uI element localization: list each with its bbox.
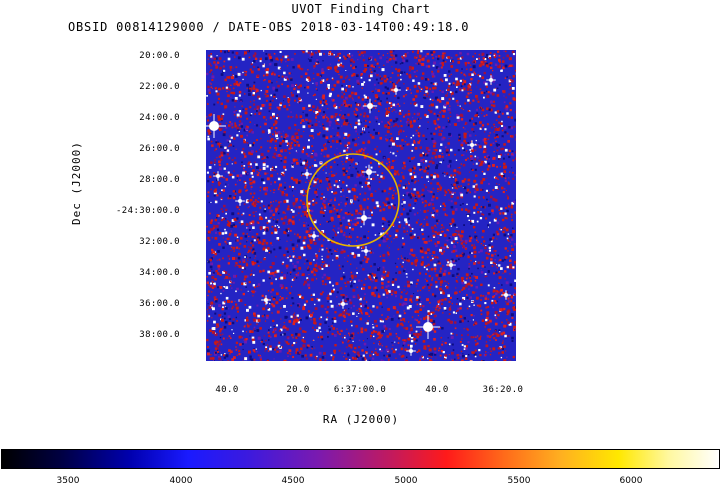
dec-tick-label: 24:00.0 [139, 113, 180, 123]
dec-tick-label: 22:00.0 [139, 82, 180, 92]
dec-tick-label: 28:00.0 [139, 175, 180, 185]
dec-tick-label: 32:00.0 [139, 237, 180, 247]
colorbar-tick-label: 6000 [619, 476, 643, 486]
colorbar-tick-label: 4000 [169, 476, 193, 486]
ra-tick-label: 40.0 [425, 385, 449, 395]
dec-tick-label: -24:30:00.0 [115, 206, 180, 216]
x-axis-label: RA (J2000) [322, 413, 400, 426]
source-region-circle [306, 153, 400, 247]
colorbar-tick-label: 3500 [56, 476, 80, 486]
chart-title: UVOT Finding Chart [291, 2, 431, 16]
dec-tick-label: 38:00.0 [139, 330, 180, 340]
sky-noise [206, 50, 516, 361]
y-axis-label: Dec (J2000) [70, 141, 83, 225]
colorbar [1, 449, 720, 469]
ra-tick-label: 6:37:00.0 [333, 385, 387, 395]
ra-tick-label: 36:20.0 [482, 385, 524, 395]
colorbar-tick-label: 5000 [394, 476, 418, 486]
ra-tick-label: 40.0 [215, 385, 239, 395]
star-field [206, 75, 511, 356]
dec-tick-label: 20:00.0 [139, 51, 180, 61]
dec-tick-label: 36:00.0 [139, 299, 180, 309]
dec-tick-label: 26:00.0 [139, 144, 180, 154]
dec-tick-label: 34:00.0 [139, 268, 180, 278]
ra-tick-label: 20.0 [286, 385, 310, 395]
chart-subtitle: OBSID 00814129000 / DATE-OBS 2018-03-14T… [68, 20, 470, 34]
colorbar-tick-label: 5500 [507, 476, 531, 486]
colorbar-tick-label: 4500 [281, 476, 305, 486]
sky-image [206, 50, 516, 361]
